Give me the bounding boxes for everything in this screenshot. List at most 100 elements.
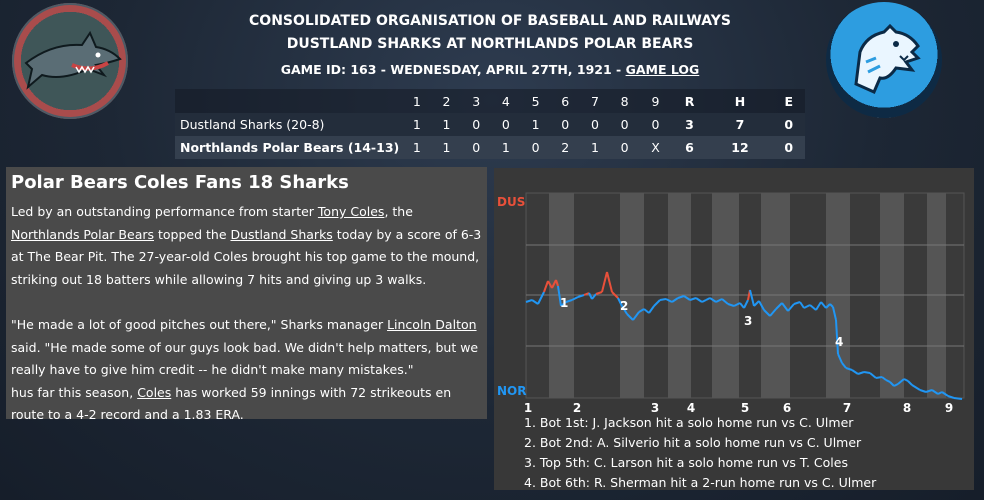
win-prob-segment (743, 299, 749, 309)
linescore-inning-cell: 0 (561, 117, 570, 132)
linescore-header-cell: 9 (651, 93, 660, 109)
linescore-inning-cell: 1 (412, 140, 421, 155)
story-text: Led by an outstanding performance from s… (11, 204, 318, 219)
league-title: CONSOLIDATED ORGANISATION OF BASEBALL AN… (249, 13, 731, 29)
key-plays-list: 1. Bot 1st: J. Jackson hit a solo home r… (524, 413, 876, 493)
home-run-marker: 4 (835, 335, 843, 349)
story-text: said. "He made some of our guys look bad… (11, 339, 479, 378)
win-prob-segment (617, 297, 623, 307)
game-story-panel: Polar Bears Coles Fans 18 Sharks Led by … (6, 167, 487, 422)
win-prob-segment (689, 297, 697, 301)
win-prob-segment (857, 371, 865, 375)
linescore-team-name[interactable]: Northlands Polar Bears (14-13) (180, 140, 400, 155)
key-play-item: 3. Top 5th: C. Larson hit a solo home ru… (524, 455, 848, 470)
win-prob-segment (758, 300, 765, 311)
win-prob-segment (705, 297, 711, 301)
win-prob-segment (911, 384, 921, 391)
player-team-link[interactable]: Coles (137, 384, 172, 400)
win-prob-segment (953, 397, 963, 400)
win-probability-chart: 1 2 3 4 DUS NOR 1 2 3 4 5 6 7 8 9 (497, 192, 965, 415)
win-prob-segment (543, 280, 549, 293)
home-run-marker: 2 (620, 299, 628, 313)
linescore-team-name[interactable]: Dustland Sharks (20-8) (180, 117, 325, 132)
win-prob-segment (787, 303, 795, 312)
win-prob-segment (937, 391, 943, 395)
win-prob-segment (601, 271, 608, 293)
polar-bears-logo (826, 2, 942, 118)
linescore-inning-cell: 1 (531, 117, 540, 132)
linescore-inning-cell: 0 (472, 117, 481, 132)
linescore-total-r: 3 (685, 117, 694, 132)
linescore-inning-cell: 0 (472, 140, 481, 155)
win-prob-segment (621, 305, 628, 315)
win-prob-segment (733, 302, 741, 307)
player-team-link[interactable]: Lincoln Dalton (387, 316, 477, 332)
win-probability-panel: 1 2 3 4 DUS NOR 1 2 3 4 5 6 7 8 9 (494, 168, 974, 490)
linescore-inning-cell: 2 (561, 140, 570, 155)
win-prob-segment (875, 376, 883, 379)
linescore-inning-cell: 0 (590, 117, 599, 132)
win-prob-segment (727, 303, 735, 307)
win-prob-segment (947, 395, 955, 399)
linescore-total-e: 0 (784, 117, 794, 132)
win-prob-segment (525, 299, 533, 303)
win-prob-segment (537, 291, 545, 305)
linescore-inning-cell: 1 (442, 140, 451, 155)
linescore-header-cell: E (784, 93, 793, 109)
win-prob-segment (769, 308, 777, 317)
linescore-header-cell: H (734, 93, 746, 109)
win-prob-segment (863, 371, 871, 374)
story-text: "He made a lot of good pitches out there… (11, 316, 388, 332)
win-prob-segment (648, 305, 655, 314)
player-team-link[interactable]: Northlands Polar Bears (11, 226, 154, 242)
win-prob-segment (881, 376, 887, 381)
inning-tick-label: 9 (945, 401, 953, 413)
linescore-team-row: Northlands Polar Bears (14-13) 1 1 0 1 0 2 1 0 X 6… (175, 136, 805, 159)
win-prob-segment (903, 378, 909, 382)
player-team-link[interactable]: Tony Coles (317, 204, 385, 219)
win-prob-segment (665, 298, 673, 303)
win-prob-segment (560, 301, 567, 307)
story-paragraph-1: Led by an outstanding performance from s… (11, 201, 485, 291)
win-prob-segment (869, 372, 877, 379)
win-prob-segment (583, 292, 590, 296)
win-prob-segment (659, 298, 667, 301)
linescore-header-team (175, 89, 402, 113)
win-prob-segment (571, 296, 579, 301)
win-prob-segment (595, 291, 603, 295)
polar-bear-icon (854, 23, 921, 94)
story-text: topped the (154, 226, 231, 242)
linescore-header-cell: 7 (590, 93, 599, 109)
inning-tick-label: 8 (903, 401, 911, 413)
win-prob-segment (835, 319, 839, 355)
linescore-header-cell: 4 (501, 93, 510, 109)
win-prob-segment (803, 304, 811, 309)
linescore-header-cell: 2 (442, 93, 451, 109)
key-play-item: 2. Bot 2nd: A. Silverio hit a solo home … (524, 435, 862, 450)
inning-tick-label: 2 (573, 401, 581, 413)
win-prob-segment (683, 295, 691, 301)
win-prob-segment (775, 302, 783, 310)
win-prob-segment (638, 308, 645, 313)
inning-tick-label: 4 (687, 401, 695, 413)
win-prob-segment (588, 292, 593, 300)
win-prob-segment (931, 389, 939, 395)
win-prob-segment (753, 300, 760, 307)
linescore-inning-cell: 1 (590, 140, 599, 155)
game-log-link[interactable]: GAME LOG (625, 62, 700, 77)
win-prob-segment (749, 289, 755, 307)
win-prob-segment (577, 294, 585, 298)
win-prob-segment (893, 383, 899, 387)
game-info-text: GAME ID: 163 - WEDNESDAY, APRIL 27TH, 19… (280, 62, 626, 77)
win-prob-segment (709, 297, 717, 303)
win-prob-segment (557, 285, 562, 307)
story-text: today by a score of 6-3 at The Bear Pit.… (11, 226, 482, 287)
story-text: has worked 59 innings with 72 strikeouts… (11, 384, 452, 423)
win-prob-segment (551, 279, 557, 289)
win-prob-segment (919, 389, 927, 393)
win-prob-segment (671, 297, 679, 303)
inning-tick-label: 5 (741, 401, 749, 413)
story-body: Led by an outstanding performance from s… (11, 201, 485, 427)
player-team-link[interactable]: Dustland Sharks (230, 226, 333, 242)
win-prob-segment (809, 304, 817, 311)
